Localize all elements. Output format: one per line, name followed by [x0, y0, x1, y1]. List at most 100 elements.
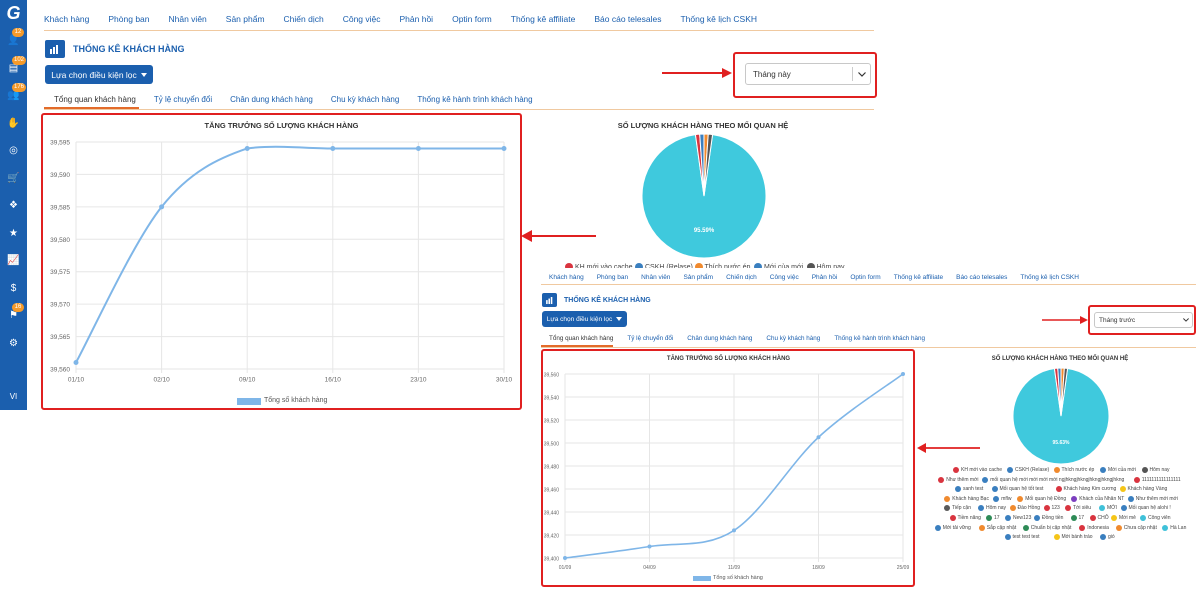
dollar-icon[interactable]: $ — [10, 282, 17, 294]
period-select[interactable]: Tháng trước — [1094, 312, 1193, 328]
pie-legend-item[interactable]: mối quan hệ mới mới mới mới ngjhkngjhkng… — [982, 476, 1124, 483]
data-point[interactable] — [501, 145, 507, 151]
top-tab[interactable]: Công việc — [769, 274, 799, 281]
org-icon[interactable]: ⚑ — [9, 310, 18, 321]
pie-legend-item[interactable]: MỚI — [1099, 505, 1117, 512]
top-tab[interactable]: Nhân viên — [641, 274, 671, 281]
pie-legend-item[interactable]: Chuẩn bị cập nhật — [1022, 524, 1071, 531]
pie-legend-item[interactable]: Chưa cập nhật — [1115, 524, 1157, 531]
data-point[interactable] — [732, 528, 736, 533]
top-tab[interactable]: Optin form — [850, 274, 881, 281]
pie-legend-item[interactable]: Khách của Nhân NT — [1071, 495, 1124, 502]
pie-legend-item[interactable]: Đào Hồng — [1009, 505, 1040, 512]
top-tab[interactable]: Báo cáo telesales — [956, 274, 1008, 281]
pie-legend-item[interactable]: Đồng tiền — [1034, 515, 1063, 521]
data-point[interactable] — [244, 145, 250, 151]
gear-icon[interactable]: ⚙ — [9, 337, 18, 349]
pie-legend-item[interactable]: gió — [1100, 534, 1115, 541]
pie-legend-item[interactable]: KH mới vào cache — [565, 263, 633, 271]
data-point[interactable] — [647, 544, 652, 549]
pie-legend-item[interactable]: KH mới vào cache — [953, 467, 1002, 473]
pie-legend-item[interactable]: Tiềm năng — [949, 515, 981, 521]
pie-legend-item[interactable]: Mối quan hệ tốt test — [991, 486, 1043, 493]
cart-icon[interactable]: 🛒 — [7, 172, 20, 184]
pie-legend-item[interactable]: 123 — [1043, 505, 1060, 512]
target-icon[interactable]: ◎ — [9, 145, 18, 156]
pie-slice[interactable] — [641, 134, 767, 259]
top-tab[interactable]: Báo cáo telesales — [594, 14, 662, 24]
sub-tab[interactable]: Chân dung khách hàng — [230, 95, 313, 104]
top-tab[interactable]: Optin form — [452, 14, 492, 24]
data-point[interactable] — [330, 145, 336, 151]
pie-legend-item[interactable]: Hà Lan — [1162, 524, 1186, 531]
pie-legend-item[interactable]: Như thêm mới — [938, 476, 978, 483]
pie-legend-item[interactable]: Khách hàng Kim cương — [1055, 486, 1116, 493]
sub-tab[interactable]: Chu kỳ khách hàng — [330, 95, 400, 104]
pie-legend-item[interactable]: sanh test — [955, 486, 983, 493]
boxes-icon[interactable]: ❖ — [9, 200, 18, 211]
top-tab[interactable]: Chiến dịch — [283, 14, 324, 24]
sub-tab[interactable]: Thống kê hành trình khách hàng — [417, 95, 533, 104]
chart-line-icon[interactable]: 📈 — [7, 255, 20, 266]
top-tab[interactable]: Nhân viên — [168, 14, 207, 24]
pie-legend-item[interactable]: CSKH (Relase) — [1007, 467, 1049, 473]
pie-legend-item[interactable]: Mới bánh tráo — [1053, 534, 1093, 541]
pie-legend-item[interactable]: mflw — [993, 495, 1012, 502]
top-tab[interactable]: Khách hàng — [44, 14, 90, 24]
pie-legend-item[interactable]: CSKH (Relase) — [635, 263, 693, 271]
user-icon[interactable]: 👤 — [7, 35, 20, 46]
top-tab[interactable]: Công việc — [342, 14, 381, 24]
pie-legend-item[interactable]: Mới của mới — [1100, 467, 1136, 473]
pie-legend-item[interactable]: test test test — [1004, 534, 1039, 541]
team-icon[interactable]: 👥 — [7, 90, 20, 101]
pie-legend-item[interactable]: Khách hàng Bạc — [944, 495, 989, 502]
pie-legend-item[interactable]: Mới mẻ — [1111, 515, 1136, 521]
handshake-icon[interactable]: ✋ — [7, 117, 20, 129]
pie-legend-item[interactable]: Hôm nay — [978, 505, 1006, 512]
pie-legend-item[interactable]: Thích nước ép — [694, 263, 750, 271]
sub-tab[interactable]: Chân dung khách hàng — [687, 335, 753, 342]
pie-legend-item[interactable]: Như thêm mới mới — [1127, 495, 1178, 502]
top-tab[interactable]: Thống kê affiliate — [893, 274, 944, 281]
top-tab[interactable]: Thống kê lịch CSKH — [680, 14, 758, 24]
pie-legend-item[interactable]: Khách hàng Vàng — [1119, 486, 1167, 493]
pie-legend-item[interactable]: Hôm nay — [1141, 467, 1170, 473]
sub-tab[interactable]: Tổng quan khách hàng — [549, 335, 614, 342]
pie-legend-item[interactable]: Indonesia — [1079, 524, 1109, 531]
data-point[interactable] — [73, 360, 79, 366]
pie-legend-item[interactable]: CHỖ — [1089, 515, 1109, 521]
sub-tab[interactable]: Chu kỳ khách hàng — [766, 335, 821, 342]
data-point[interactable] — [816, 435, 821, 440]
pie-legend-item[interactable]: Công viên — [1140, 515, 1171, 521]
sub-tab[interactable]: Thống kê hành trình khách hàng — [834, 335, 925, 342]
pie-legend-item[interactable]: 17 — [1070, 515, 1084, 521]
language-switch[interactable]: VI — [9, 392, 18, 401]
pie-legend-item[interactable]: Tiếp cận — [944, 505, 971, 512]
period-select[interactable]: Tháng này — [745, 63, 871, 85]
pie-slice[interactable] — [703, 133, 714, 197]
filter-button[interactable]: Lựa chọn điều kiện lọc — [45, 65, 153, 84]
sub-tab[interactable]: Tỷ lệ chuyển đổi — [627, 335, 674, 342]
top-tab[interactable]: Phản hồi — [811, 274, 838, 281]
inbox-icon[interactable]: ▤ — [8, 62, 19, 74]
pie-legend-item[interactable]: Tới siêu — [1065, 505, 1091, 512]
top-tab[interactable]: Sản phẩm — [683, 274, 714, 281]
data-point[interactable] — [563, 556, 567, 560]
pie-legend-item[interactable]: Mối quan hệ alohi ! — [1120, 505, 1171, 512]
pie-legend-item[interactable]: Mối quan hệ Đồng — [1017, 495, 1066, 502]
pie-legend-item[interactable]: 17 — [986, 515, 1000, 521]
top-tab[interactable]: Thống kê lịch CSKH — [1020, 274, 1079, 281]
sub-tab[interactable]: Tỷ lệ chuyển đổi — [153, 95, 213, 104]
pie-legend-item[interactable]: Hôm nay — [806, 263, 845, 271]
top-tab[interactable]: Chiến dịch — [726, 274, 757, 281]
data-point[interactable] — [901, 372, 905, 376]
top-tab[interactable]: Phản hồi — [399, 14, 434, 24]
pie-legend-item[interactable]: Mới của mới — [754, 263, 803, 271]
pie-legend-item[interactable]: Mới tải vững — [934, 524, 971, 531]
star-icon[interactable]: ★ — [9, 227, 18, 239]
data-point[interactable] — [159, 204, 165, 210]
filter-button[interactable]: Lựa chọn điều kiện lọc — [542, 311, 627, 327]
top-tab[interactable]: Thống kê affiliate — [510, 14, 576, 24]
pie-legend-item[interactable]: 1111111111111111 — [1133, 476, 1181, 483]
pie-slice[interactable] — [1012, 367, 1110, 465]
